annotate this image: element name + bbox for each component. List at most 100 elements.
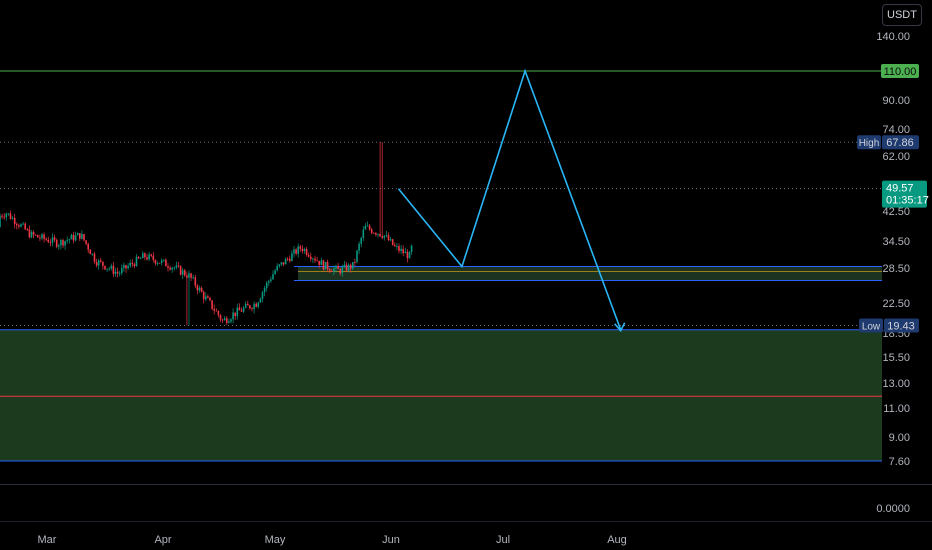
candle-body bbox=[280, 262, 283, 265]
candle-body bbox=[66, 240, 68, 242]
candle-body bbox=[341, 267, 344, 274]
demand-zone[interactable] bbox=[0, 329, 882, 461]
candle-body bbox=[366, 225, 369, 227]
candle-body bbox=[343, 264, 346, 268]
low-tag-badge bbox=[859, 318, 883, 333]
candle-body bbox=[230, 319, 232, 322]
candle-body bbox=[34, 234, 37, 236]
candle-body bbox=[377, 233, 379, 235]
candle-body bbox=[265, 282, 268, 289]
candle-body bbox=[398, 246, 400, 251]
time-axis[interactable]: Mar Apr May Jun Jul Aug bbox=[38, 534, 627, 546]
candle-body bbox=[116, 271, 119, 274]
high-tag-label: High bbox=[859, 138, 880, 149]
candle-body bbox=[156, 262, 159, 264]
candle-body bbox=[253, 303, 255, 310]
candle-body bbox=[316, 260, 318, 262]
candle-body bbox=[68, 239, 71, 241]
candle-body bbox=[381, 236, 383, 238]
candle-body bbox=[72, 234, 75, 241]
candle-body bbox=[104, 265, 106, 270]
candle-body bbox=[299, 246, 302, 249]
projection-path[interactable] bbox=[397, 68, 622, 330]
candle-body bbox=[26, 229, 29, 231]
candle-body bbox=[379, 233, 381, 237]
candle-body bbox=[232, 312, 234, 320]
candle-body bbox=[314, 258, 316, 261]
candle-body bbox=[249, 305, 251, 309]
candle-body bbox=[276, 266, 278, 271]
candle-body bbox=[160, 260, 163, 263]
candle-body bbox=[259, 298, 262, 303]
price-tick-label: 0.0000 bbox=[876, 503, 910, 515]
candle-body bbox=[83, 234, 85, 241]
candle-body bbox=[81, 234, 83, 239]
support-zone[interactable] bbox=[298, 266, 882, 281]
candle-body bbox=[324, 261, 327, 270]
candle-body bbox=[278, 264, 281, 267]
candle-body bbox=[173, 267, 176, 269]
candle-body bbox=[70, 234, 73, 240]
candle-body bbox=[356, 250, 358, 263]
time-tick-label: Jul bbox=[496, 534, 510, 546]
candle-body bbox=[144, 253, 146, 258]
price-tick-label: 22.50 bbox=[882, 298, 910, 310]
candle-body bbox=[146, 257, 148, 260]
candle-body bbox=[251, 308, 253, 310]
candle-body bbox=[349, 264, 352, 269]
candle-body bbox=[358, 243, 360, 251]
price-axis[interactable]: 140.00 90.00 74.00 62.00 42.50 34.50 28.50 22.5… bbox=[857, 31, 929, 515]
candle-body bbox=[97, 260, 100, 266]
candle-body bbox=[148, 254, 150, 260]
time-tick-label: Jun bbox=[382, 534, 400, 546]
currency-button[interactable]: USDT bbox=[882, 4, 922, 26]
candle-body bbox=[207, 296, 209, 298]
candle-body bbox=[11, 217, 14, 219]
candle-body bbox=[238, 307, 241, 311]
price-tick-label: 62.00 bbox=[882, 151, 910, 163]
candle-body bbox=[118, 272, 121, 274]
candle-body bbox=[270, 279, 272, 281]
candle-body bbox=[333, 268, 335, 272]
candle-body bbox=[24, 223, 26, 230]
candle-body bbox=[186, 275, 188, 278]
candle-body bbox=[375, 233, 377, 235]
candle-body bbox=[247, 303, 249, 306]
candle-body bbox=[286, 258, 289, 260]
last-price-label: 49.57 bbox=[886, 183, 914, 195]
candle-body bbox=[37, 235, 39, 238]
candle-body bbox=[95, 261, 98, 266]
candle-body bbox=[106, 268, 108, 270]
candle-body bbox=[192, 277, 194, 279]
candle-body bbox=[30, 231, 33, 238]
candle-body bbox=[7, 213, 10, 215]
candle-body bbox=[135, 256, 138, 267]
candle-body bbox=[347, 264, 350, 271]
candle-body bbox=[370, 229, 373, 233]
candle-body bbox=[289, 258, 291, 262]
candle-body bbox=[20, 224, 22, 227]
candle-body bbox=[179, 266, 182, 275]
candle-body bbox=[127, 265, 129, 269]
candle-body bbox=[93, 253, 96, 262]
candle-body bbox=[108, 268, 110, 270]
candle-body bbox=[301, 248, 304, 252]
price-tick-label: 28.50 bbox=[882, 263, 910, 275]
candle-body bbox=[188, 273, 190, 278]
projection-layer bbox=[397, 68, 626, 333]
target-price-badge[interactable] bbox=[881, 64, 919, 78]
candle-body bbox=[261, 292, 264, 299]
candle-body bbox=[131, 262, 134, 265]
candle-body bbox=[406, 251, 409, 259]
candle-body bbox=[364, 225, 367, 230]
candle-body bbox=[297, 246, 299, 254]
zone-layer bbox=[0, 70, 882, 462]
candle-body bbox=[322, 260, 325, 270]
candle-body bbox=[310, 256, 312, 260]
candle-body bbox=[244, 303, 247, 308]
candle-body bbox=[62, 240, 64, 246]
candle-body bbox=[60, 240, 62, 246]
candle-layer bbox=[0, 142, 413, 326]
candle-body bbox=[215, 310, 218, 312]
